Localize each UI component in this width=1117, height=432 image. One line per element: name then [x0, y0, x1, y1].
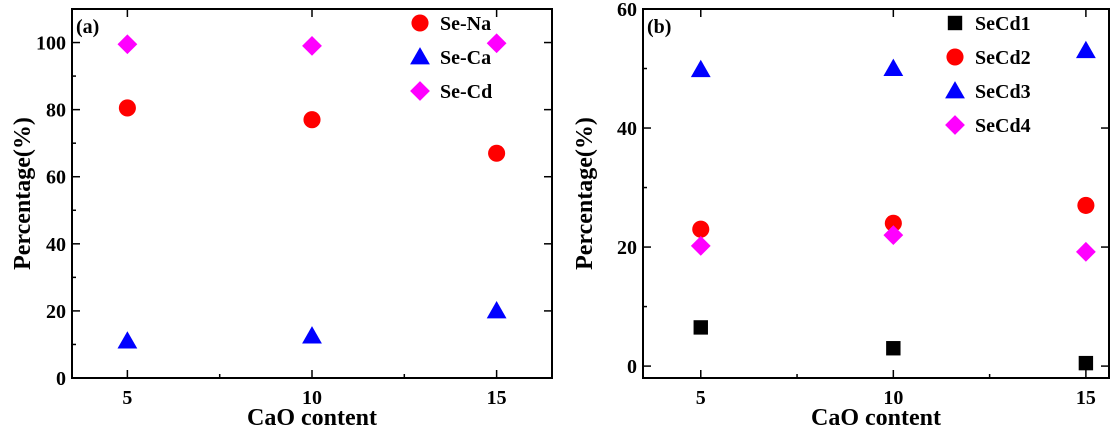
legend-marker	[411, 14, 429, 32]
y-axis-title: Percentage(%)	[10, 117, 36, 270]
x-tick-label: 5	[122, 387, 132, 409]
series-secd4	[690, 225, 1096, 262]
series-se-na	[118, 99, 506, 162]
legend-label: Se-Cd	[440, 81, 492, 103]
x-tick-label: 15	[487, 387, 507, 409]
legend: Se-Na Se-Ca Se-Cd	[410, 13, 492, 103]
legend-label: SeCd2	[975, 47, 1031, 69]
y-tick-label: 40	[46, 234, 66, 256]
legend-label: SeCd4	[975, 115, 1031, 137]
panel-label: (a)	[76, 16, 99, 38]
y-tick-label: 20	[617, 237, 637, 259]
legend-marker	[945, 115, 965, 135]
y-tick-label: 20	[46, 301, 66, 323]
data-point	[692, 220, 710, 238]
data-point	[488, 144, 506, 162]
panel-label: (b)	[647, 16, 671, 38]
legend-label: SeCd1	[975, 13, 1031, 35]
data-point	[1078, 355, 1094, 371]
data-point	[1075, 40, 1096, 59]
data-point	[883, 225, 904, 246]
data-point	[486, 33, 507, 54]
data-point	[690, 59, 711, 78]
x-tick-label: 10	[883, 387, 903, 409]
x-tick-label: 10	[302, 387, 322, 409]
x-axis-title: CaO content	[811, 405, 941, 431]
series-se-ca	[117, 301, 507, 349]
data-point	[302, 36, 322, 56]
y-tick-label: 0	[56, 368, 66, 390]
data-point	[1075, 241, 1096, 262]
series-secd1	[693, 320, 1094, 371]
data-point	[884, 214, 902, 232]
legend: SeCd1 SeCd2 SeCd3 SeCd4	[945, 13, 1031, 137]
data-point	[117, 34, 138, 55]
panel-b-chart: 5 10 15 0 20 40 60 CaO content Percentage(%) (b) S…	[572, 0, 1110, 431]
series-se-cd	[117, 33, 507, 56]
x-axis-title: CaO content	[247, 405, 377, 431]
data-point	[486, 301, 507, 319]
y-axis-title: Percentage(%)	[572, 117, 598, 270]
data-point	[883, 58, 904, 76]
y-tick-label: 0	[627, 356, 637, 378]
series-secd3	[690, 40, 1096, 78]
legend-marker	[947, 15, 963, 31]
series-secd2	[692, 196, 1095, 238]
x-tick-label: 15	[1076, 387, 1096, 409]
data-point	[117, 331, 138, 349]
legend-label: SeCd3	[975, 81, 1031, 103]
data-point	[693, 320, 708, 335]
data-point	[1077, 196, 1095, 214]
plot-frame	[642, 8, 1110, 379]
data-point	[690, 235, 711, 256]
data-point	[118, 99, 136, 117]
panel-a-chart: 5 10 15 0 20 40 60 80 100 CaO content Percentage(%…	[10, 8, 553, 431]
legend-label: Se-Ca	[440, 47, 491, 69]
y-tick-label: 80	[46, 100, 66, 122]
x-tick-label: 5	[696, 387, 706, 409]
legend-marker	[410, 81, 430, 101]
legend-marker	[945, 81, 965, 99]
data-point	[886, 341, 901, 356]
data-point	[303, 111, 321, 129]
legend-label: Se-Na	[440, 13, 491, 35]
legend-marker	[410, 47, 430, 65]
data-point	[302, 326, 322, 344]
legend-marker	[946, 48, 964, 66]
y-tick-label: 60	[46, 167, 66, 189]
y-tick-label: 60	[617, 0, 637, 21]
y-tick-label: 100	[36, 33, 66, 55]
y-tick-label: 40	[617, 118, 637, 140]
